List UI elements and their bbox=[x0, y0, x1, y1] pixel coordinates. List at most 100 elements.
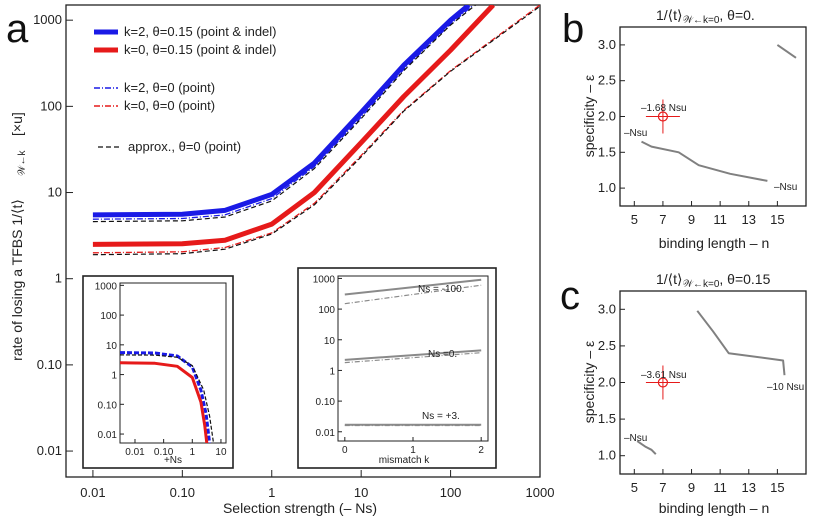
inset-1-y-tick-label-4: 100 bbox=[100, 311, 117, 322]
panel-a-legend: k=2, θ=0.15 (point & indel) k=0, θ=0.15 … bbox=[94, 24, 277, 154]
inset-1-x-tick-label-0: 0.01 bbox=[125, 447, 145, 458]
inset-2-annotation-2: Ns = +3. bbox=[422, 411, 460, 422]
inset-2-y-tick-label-4: 100 bbox=[318, 305, 335, 316]
panel-c-title: 1/⟨t⟩𝒲←k=0, θ=0.15 bbox=[656, 271, 771, 290]
panel-c-x-tick-label-2: 9 bbox=[688, 480, 695, 495]
panel-a-y-tick-label-5: 1000 bbox=[33, 12, 62, 27]
panel-a-series-3 bbox=[92, 5, 540, 254]
inset-1-x-tick-label-3: 10 bbox=[215, 447, 227, 458]
panel-c-marker bbox=[657, 377, 669, 388]
panel-c-title-tail: , θ=0.15 bbox=[719, 271, 770, 287]
panel-b-lines bbox=[641, 44, 797, 182]
panel-a-x-tick-label-5: 1000 bbox=[526, 485, 555, 500]
panel-c-title-sub: 𝒲←k=0 bbox=[683, 279, 720, 290]
inset-2-x-tick-label-0: 0 bbox=[342, 445, 348, 456]
panel-c-series-0 bbox=[696, 310, 786, 376]
inset-1-y-tick-label-1: 0.10 bbox=[98, 400, 118, 411]
panel-a-y-tick-label-0: 0.01 bbox=[37, 443, 62, 458]
inset-1-y-tick-label-3: 10 bbox=[106, 341, 118, 352]
panel-a-series-0 bbox=[92, 5, 471, 218]
inset-2-xlabel: mismatch k bbox=[379, 455, 431, 466]
panel-a-ylabel: rate of losing a TFBS 1/⟨t⟩ 𝒲←k [×u] bbox=[9, 112, 28, 361]
legend-label-3: k=0, θ=0 (point) bbox=[124, 98, 215, 113]
panel-a-ylabel-sub: 𝒲←k bbox=[17, 150, 28, 176]
panel-a-lines bbox=[92, 5, 540, 256]
panel-a-xlabel: Selection strength (– Ns) bbox=[223, 500, 377, 516]
panel-b-x-tick-label-0: 5 bbox=[631, 212, 638, 227]
panel-b-title-sub: 𝒲←k=0 bbox=[683, 15, 720, 26]
panel-c-y-tick-label-1: 1.5 bbox=[598, 411, 616, 426]
inset-1-series-2 bbox=[120, 354, 215, 443]
panel-b-series-1 bbox=[776, 44, 797, 59]
panel-b-ticks: 5 7 9 11 13 15 1.0 1.5 2.0 2.5 3.0 bbox=[598, 37, 785, 227]
inset-1-y-tick-label-2: 1 bbox=[111, 371, 117, 382]
panel-b-letter: b bbox=[562, 7, 584, 51]
panel-b-y-tick-label-2: 2.0 bbox=[598, 109, 616, 124]
panel-c-annotation-1: –10 Nsu bbox=[767, 382, 804, 393]
inset-2: 0 1 2 0.01 0.10 1 10 100 1000 mismatch k Ns = -1… bbox=[297, 267, 497, 469]
panel-b-y-tick-label-3: 2.5 bbox=[598, 73, 616, 88]
panel-a-ylabel-main: rate of losing a TFBS 1/⟨t⟩ bbox=[9, 199, 25, 361]
inset-2-lines bbox=[344, 278, 482, 427]
inset-2-annotation-1: Ns =0. bbox=[428, 349, 457, 360]
panel-a-y-tick-label-4: 100 bbox=[40, 98, 62, 113]
inset-1-series-0 bbox=[120, 351, 212, 443]
panel-a-y-tick-label-3: 10 bbox=[48, 185, 62, 200]
inset-1-ticks: 0.01 0.10 1 10 0.01 0.10 1 10 100 1000 bbox=[95, 281, 227, 458]
legend-label-1: k=0, θ=0.15 (point & indel) bbox=[124, 42, 277, 57]
panel-b-title-tail: , θ=0. bbox=[719, 7, 754, 23]
panel-c-series-1 bbox=[636, 440, 657, 455]
panel-b: b 1/⟨t⟩𝒲←k=0, θ=0. 5 7 9 11 13 15 1.0 1.5 2.0 2.5… bbox=[562, 7, 807, 251]
panel-a-series-4 bbox=[92, 5, 540, 256]
panel-c-x-tick-label-5: 15 bbox=[770, 480, 784, 495]
inset-2-frame bbox=[297, 267, 497, 469]
panel-b-y-tick-label-0: 1.0 bbox=[598, 180, 616, 195]
panel-c-x-tick-label-3: 11 bbox=[713, 480, 727, 495]
inset-2-x-tick-label-1: 1 bbox=[410, 445, 416, 456]
panel-a-y-tick-label-2: 1 bbox=[55, 271, 62, 286]
inset-2-x-tick-label-2: 2 bbox=[478, 445, 484, 456]
panel-c-ticks: 5 7 9 11 13 15 1.0 1.5 2.0 2.5 3.0 bbox=[598, 301, 785, 495]
inset-2-y-tick-label-0: 0.01 bbox=[316, 428, 336, 439]
panel-b-annotation-2: –Nsu bbox=[774, 182, 797, 193]
panel-b-title-main: 1/⟨t⟩ bbox=[656, 7, 683, 23]
panel-b-series-0 bbox=[641, 140, 768, 182]
panel-c-x-tick-label-4: 13 bbox=[742, 480, 756, 495]
panel-b-x-tick-label-4: 13 bbox=[742, 212, 756, 227]
legend-label-2: k=2, θ=0 (point) bbox=[124, 80, 215, 95]
panel-c-x-tick-label-1: 7 bbox=[659, 480, 666, 495]
panel-b-marker bbox=[657, 111, 669, 122]
inset-1-x-tick-label-1: 0.10 bbox=[154, 447, 174, 458]
inset-2-series-1 bbox=[344, 284, 482, 305]
panel-c-lines bbox=[636, 310, 786, 455]
panel-c-y-tick-label-4: 3.0 bbox=[598, 301, 616, 316]
inset-2-y-tick-label-5: 1000 bbox=[313, 274, 336, 285]
panel-b-y-tick-label-1: 1.5 bbox=[598, 144, 616, 159]
inset-2-annotation-0: Ns = -100. bbox=[418, 284, 464, 295]
inset-1-y-tick-label-5: 1000 bbox=[95, 281, 118, 292]
panel-c-annotation-0: –3.61 Nsu bbox=[641, 370, 687, 381]
panel-a-ylabel-unit: [×u] bbox=[9, 112, 25, 136]
inset-2-series-0 bbox=[344, 278, 482, 296]
panel-b-ylabel: specificity – ε bbox=[581, 75, 597, 158]
panel-c-y-tick-label-0: 1.0 bbox=[598, 448, 616, 463]
panel-a-x-tick-label-3: 10 bbox=[354, 485, 368, 500]
panel-a-x-tick-label-4: 100 bbox=[440, 485, 462, 500]
inset-1-series-1 bbox=[120, 361, 209, 443]
panel-b-title: 1/⟨t⟩𝒲←k=0, θ=0. bbox=[656, 7, 755, 26]
panel-c: c 1/⟨t⟩𝒲←k=0, θ=0.15 5 7 9 11 13 15 1.0 1.5 2.0 2… bbox=[560, 271, 807, 516]
legend-label-0: k=2, θ=0.15 (point & indel) bbox=[124, 24, 277, 39]
inset-2-y-tick-label-1: 0.10 bbox=[316, 397, 336, 408]
panel-c-y-tick-label-3: 2.5 bbox=[598, 338, 616, 353]
inset-1-lines bbox=[120, 351, 215, 443]
inset-1-x-tick-label-2: 1 bbox=[190, 447, 196, 458]
panel-a-y-tick-label-1: 0.10 bbox=[37, 357, 62, 372]
inset-2-series-2 bbox=[344, 349, 482, 361]
panel-c-x-tick-label-0: 5 bbox=[631, 480, 638, 495]
panel-c-letter: c bbox=[560, 274, 580, 318]
inset-2-ticks: 0 1 2 0.01 0.10 1 10 100 1000 bbox=[313, 274, 485, 456]
panel-a-letter: a bbox=[6, 7, 29, 51]
legend-label-4: approx., θ=0 (point) bbox=[128, 139, 241, 154]
